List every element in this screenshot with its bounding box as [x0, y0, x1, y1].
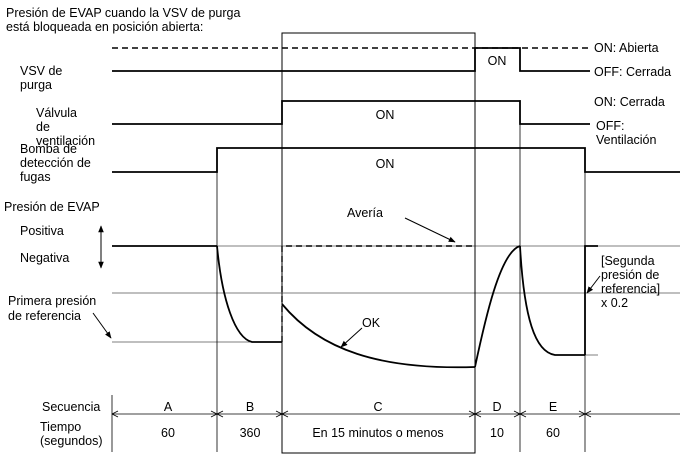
phase-e-label: E [549, 400, 557, 414]
pump-label-line1: Bomba de [20, 142, 77, 156]
diagram-title-line2: está bloqueada en posición abierta: [6, 20, 203, 34]
failure-dashed-line [281, 245, 475, 342]
phase-b-label: B [246, 400, 254, 414]
phase-e-time: 60 [546, 426, 560, 440]
phase-a-label: A [164, 400, 173, 414]
phase-c-label: C [373, 400, 382, 414]
phase-b-time: 360 [240, 426, 261, 440]
vsv-off-state-label: OFF: Cerrada [594, 65, 671, 79]
pump-label-line2: detección de [20, 156, 91, 170]
pump-pulse-label: ON [376, 157, 395, 171]
phase-e-curve [519, 245, 585, 356]
ok-label: OK [362, 316, 381, 330]
phase-e-return-line [584, 245, 598, 355]
sequence-arrow-line [111, 410, 680, 418]
pump-signal-line [112, 147, 680, 173]
phase-d-time: 10 [490, 426, 504, 440]
pump-label-line3: fugas [20, 170, 51, 184]
vsv-on-state-label: ON: Abierta [594, 41, 659, 55]
phase-d-label: D [492, 400, 501, 414]
sequence-label: Secuencia [42, 400, 100, 414]
vent-off-state-label1: OFF: [596, 119, 624, 133]
pressure-reference-lines [112, 245, 680, 343]
second-ref-arrow [586, 275, 601, 294]
vsv-pulse-label: ON [488, 54, 507, 68]
phase-c-ok-curve [281, 303, 476, 369]
time-label-line2: (segundos) [40, 434, 103, 448]
vsv-label-line1: VSV de [20, 64, 62, 78]
phase-boundaries [111, 100, 586, 452]
vsv-signal-line [112, 47, 590, 72]
phase-c-time: En 15 minutos o menos [312, 426, 443, 440]
vent-label-line1: Válvula [36, 106, 77, 120]
failure-label: Avería [347, 206, 383, 220]
phase-b-curve [216, 245, 282, 343]
ok-arrow [340, 327, 363, 348]
pressure-negative-label: Negativa [20, 251, 69, 265]
failure-arrow [404, 217, 456, 243]
second-ref-label-line4: x 0.2 [601, 296, 628, 310]
first-ref-arrow [92, 312, 112, 339]
second-ref-label-line1: [Segunda [601, 254, 655, 268]
vent-pulse-label: ON [376, 108, 395, 122]
first-ref-label-line1: Primera presión [8, 294, 96, 308]
pressure-positive-label: Positiva [20, 224, 64, 238]
time-label-line1: Tiempo [40, 420, 81, 434]
vent-on-state-label: ON: Cerrada [594, 95, 665, 109]
second-ref-label-line2: presión de [601, 268, 659, 282]
vent-label-line3: ventilación [36, 134, 95, 148]
phase-c-frame [281, 32, 476, 454]
vent-label-line2: de [36, 120, 50, 134]
vent-off-state-label2: Ventilación [596, 133, 657, 147]
phase-d-curve [474, 245, 521, 368]
second-ref-label-line3: referencia] [601, 282, 660, 296]
diagram-title-line1: Presión de EVAP cuando la VSV de purga [6, 6, 240, 20]
vent-signal-line [112, 100, 590, 125]
vsv-label-line2: purga [20, 78, 52, 92]
pressure-title: Presión de EVAP [4, 200, 100, 214]
phase-a-time: 60 [161, 426, 175, 440]
first-ref-label-line2: de referencia [8, 309, 81, 323]
